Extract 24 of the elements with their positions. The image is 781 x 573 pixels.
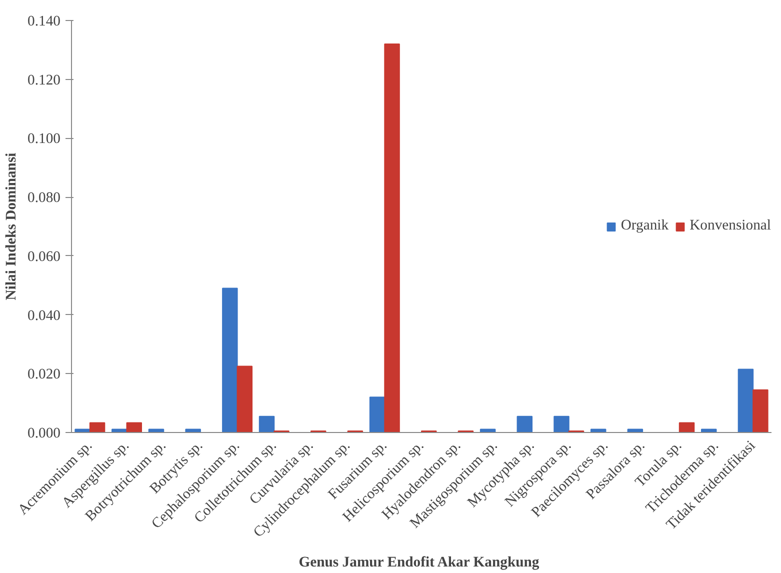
- bar: [89, 422, 106, 432]
- bar: [752, 389, 768, 432]
- y-axis-title: Nilai Indeks Dominansi: [4, 152, 20, 300]
- bar: [126, 422, 142, 432]
- bar: [678, 422, 695, 432]
- y-tick-label: 0.000: [28, 426, 61, 442]
- x-axis-title: Genus Jamur Endofit Akar Kangkung: [298, 554, 540, 570]
- bar: [369, 396, 386, 432]
- y-tick-label: 0.060: [28, 248, 61, 265]
- y-tick-label: 0.040: [28, 308, 61, 324]
- bar: [384, 44, 400, 432]
- y-tick-label: 0.080: [28, 190, 61, 206]
- y-tick-label: 0.100: [28, 131, 61, 148]
- bar: [738, 368, 754, 432]
- bar: [236, 366, 253, 432]
- bar: [554, 416, 570, 432]
- y-tick-label: 0.020: [28, 366, 61, 383]
- y-tick-label: 0.140: [28, 14, 61, 30]
- y-tick-label: 0.120: [28, 72, 61, 88]
- bar: [258, 416, 275, 432]
- bar: [222, 288, 238, 432]
- legend-label: Organik: [620, 218, 669, 234]
- bar: [516, 416, 533, 432]
- legend-label: Konvensional: [690, 218, 771, 234]
